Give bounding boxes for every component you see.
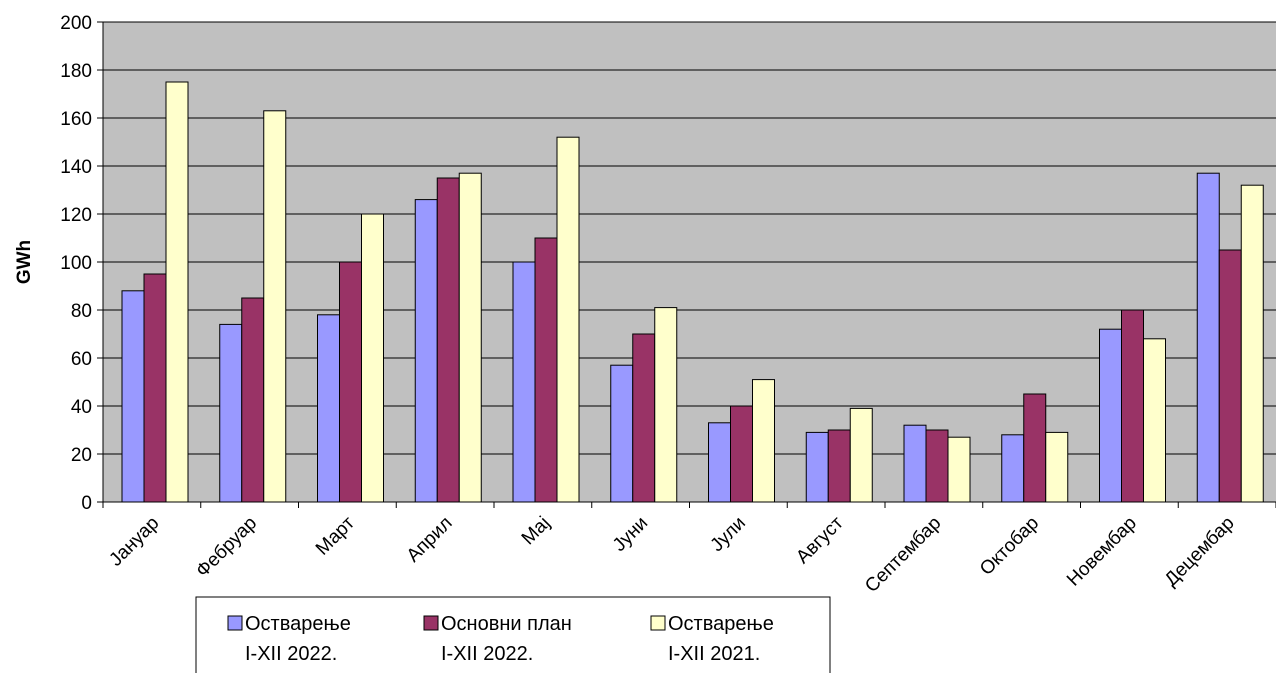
bar-series-2 [437,178,459,502]
bar-series-1 [1002,435,1024,502]
bar-series-3 [459,173,481,502]
legend-label-line1: Остварење [245,613,351,635]
bar-series-1 [415,200,437,502]
bar-series-1 [122,291,144,502]
legend-label-line1: Основни план [441,613,572,635]
bar-series-3 [948,437,970,502]
bar-series-2 [144,274,166,502]
x-tick-label: Децембар [1161,513,1239,591]
bar-series-2 [633,334,655,502]
x-tick-label: Март [312,512,359,559]
bar-series-2 [535,238,557,502]
bar-series-1 [806,432,828,502]
bar-series-1 [709,423,731,502]
bar-series-2 [1024,394,1046,502]
x-tick-label: Јули [707,513,750,556]
x-tick-label: Октобар [976,513,1043,580]
x-tick-label: Новембар [1063,513,1141,591]
y-tick-label: 100 [60,253,92,274]
y-tick-label: 120 [60,205,92,226]
x-tick-label: Април [403,513,457,567]
bar-series-3 [557,137,579,502]
bar-series-2 [828,430,850,502]
legend-label-line1: Остварење [668,613,774,635]
x-tick-label: Септембар [861,513,945,597]
bar-series-3 [362,214,384,502]
bar-series-3 [850,408,872,502]
y-tick-label: 80 [71,301,92,322]
y-tick-label: 0 [81,493,92,514]
y-tick-label: 20 [71,445,92,466]
legend: Остварење I-XII 2022. Основни план I-XII 20… [196,597,830,673]
bar-series-3 [166,82,188,502]
bar-series-2 [340,262,362,502]
x-tick-label: Јануар [105,513,163,571]
bar-series-2 [242,298,264,502]
bar-series-1 [1100,329,1122,502]
y-tick-label: 200 [60,13,92,34]
bar-series-1 [1197,173,1219,502]
bar-series-3 [1241,185,1263,502]
bar-series-1 [611,365,633,502]
bar-series-3 [1046,432,1068,502]
y-tick-label: 40 [71,397,92,418]
legend-swatch [228,616,242,630]
y-tick-label: 60 [71,349,92,370]
y-axis-title: GWh [14,240,35,284]
y-tick-label: 140 [60,157,92,178]
y-tick-labels: 0 20 40 60 80 100 120 140 160 180 200 [60,13,103,514]
legend-swatch [424,616,438,630]
bar-series-3 [753,380,775,502]
legend-swatch [651,616,665,630]
bar-series-2 [926,430,948,502]
legend-label-line2: I-XII 2021. [668,643,760,665]
y-tick-label: 180 [60,61,92,82]
bar-series-3 [264,111,286,502]
bar-series-3 [1144,339,1166,502]
bar-series-2 [1122,310,1144,502]
bar-series-1 [318,315,340,502]
legend-label-line2: I-XII 2022. [441,643,533,665]
bar-series-2 [1219,250,1241,502]
x-tick-label: Фебруар [192,513,261,582]
bar-series-1 [513,262,535,502]
x-tick-label: Август [792,512,847,567]
x-tick-labels: Јануар Фебруар Март Април Мај Јуни Јули Август С… [105,512,1238,596]
x-tick-label: Мај [518,513,555,550]
y-tick-label: 160 [60,109,92,130]
bar-series-1 [220,324,242,502]
bar-series-1 [904,425,926,502]
x-tick-label: Јуни [609,513,652,556]
legend-label-line2: I-XII 2022. [245,643,337,665]
bar-series-3 [655,308,677,502]
bar-series-2 [731,406,753,502]
